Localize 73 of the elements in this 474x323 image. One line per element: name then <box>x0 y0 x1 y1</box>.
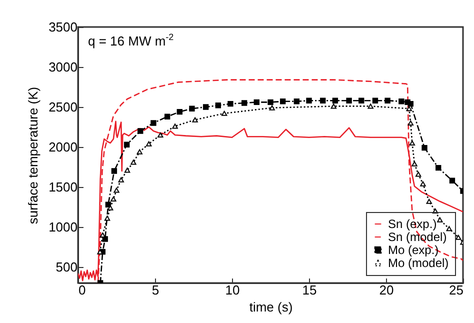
y-tick-label: 2500 <box>48 100 78 114</box>
x-tick-label: 25 <box>449 282 464 298</box>
legend-label: Sn (model) <box>388 230 447 244</box>
point <box>172 124 178 129</box>
point <box>446 226 452 232</box>
point <box>449 178 456 184</box>
x-tick-label: 0 <box>78 282 86 298</box>
point <box>118 177 124 182</box>
point <box>164 114 170 120</box>
point <box>372 98 378 104</box>
point <box>346 98 352 104</box>
annotation: q = 16 MW m$^{-2}$ <box>88 32 174 48</box>
point <box>138 128 144 134</box>
point <box>189 106 195 112</box>
point <box>330 104 336 109</box>
point <box>110 196 116 202</box>
y-tick-label: 1500 <box>48 180 78 194</box>
point <box>436 164 442 171</box>
point <box>320 98 326 104</box>
point <box>306 98 312 104</box>
point <box>398 98 404 104</box>
point <box>124 142 130 148</box>
x-axis-title: time (s) <box>249 300 293 314</box>
point <box>202 104 209 110</box>
point <box>420 181 426 186</box>
point <box>254 99 260 106</box>
x-tick-label: 5 <box>152 282 160 298</box>
point <box>269 105 275 110</box>
point <box>158 132 164 138</box>
legend-label: Mo (model) <box>388 256 449 270</box>
point <box>358 98 364 104</box>
point <box>409 140 416 146</box>
point <box>114 188 120 193</box>
point <box>408 120 414 126</box>
point <box>406 106 412 112</box>
point <box>294 98 300 104</box>
point <box>150 120 156 126</box>
point <box>415 172 422 177</box>
point <box>136 149 142 154</box>
point <box>176 108 182 115</box>
point <box>332 98 338 104</box>
x-tick-label: 20 <box>379 282 394 298</box>
point <box>422 144 428 151</box>
point <box>130 160 136 165</box>
point <box>268 99 274 106</box>
point <box>437 217 443 222</box>
point <box>111 168 118 174</box>
point <box>408 100 414 107</box>
point <box>426 198 432 204</box>
point <box>102 236 108 242</box>
x-tick-label: 10 <box>225 282 240 298</box>
point <box>384 98 390 104</box>
point <box>280 98 286 104</box>
point <box>146 141 152 146</box>
point <box>100 232 106 238</box>
point <box>412 161 418 166</box>
point <box>368 104 374 109</box>
y-axis-title: surface temperature (K) <box>26 86 41 224</box>
y-tick-label: 3500 <box>48 20 78 34</box>
point <box>124 168 130 173</box>
legend-label: Mo (exp.) <box>388 243 439 257</box>
y-tick-label: 1000 <box>48 220 78 234</box>
y-tick-label: 3000 <box>48 60 78 74</box>
point <box>241 100 248 106</box>
point <box>215 102 221 108</box>
point <box>221 110 228 116</box>
point <box>228 100 234 107</box>
point <box>192 117 198 122</box>
point <box>104 216 110 221</box>
x-tick-label: 15 <box>302 282 317 298</box>
point <box>456 234 462 240</box>
y-tick-label: 2000 <box>48 140 78 154</box>
y-tick-label: 500 <box>56 260 78 274</box>
